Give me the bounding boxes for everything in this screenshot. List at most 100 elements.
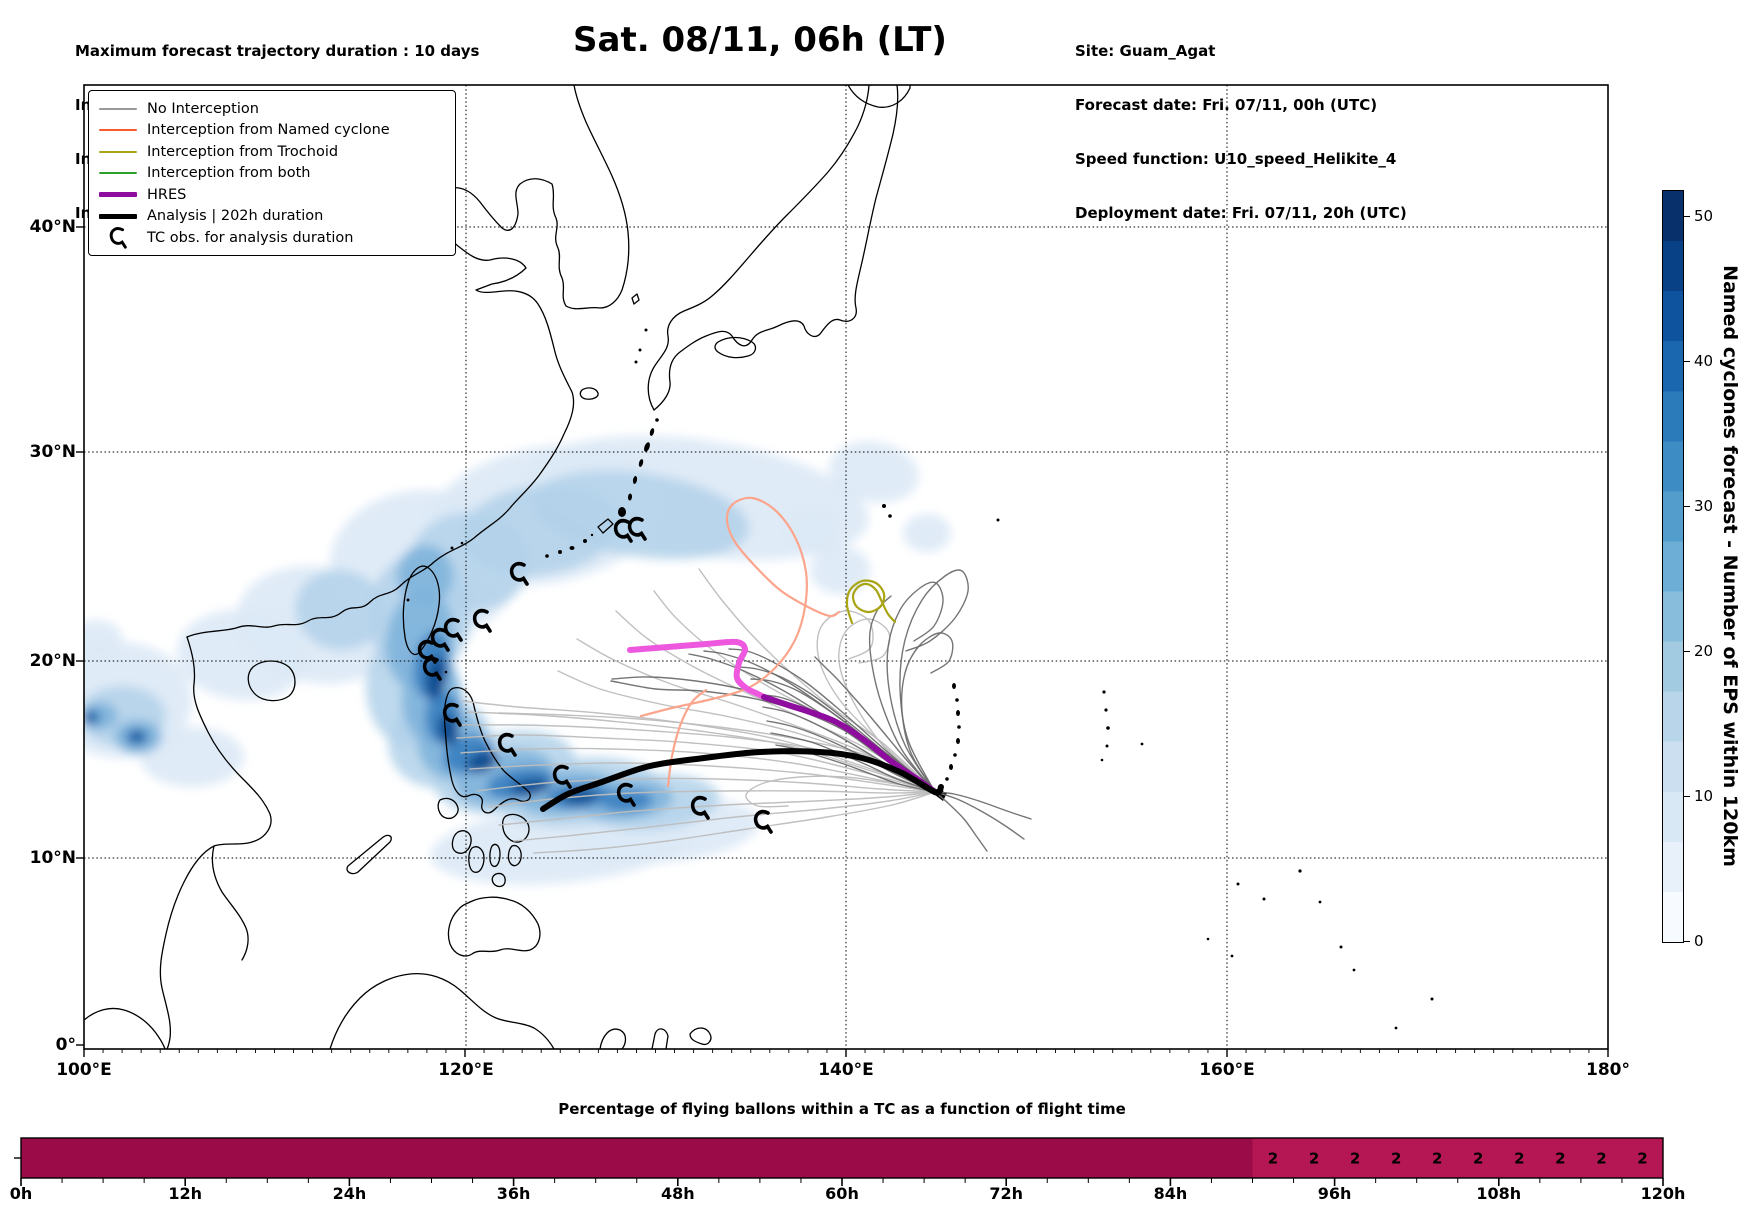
eps-track-no-interception bbox=[576, 638, 936, 793]
coastline-sumatra bbox=[84, 1007, 166, 1049]
eps-track-no-interception-dark bbox=[899, 569, 969, 793]
coastline-shikoku bbox=[714, 336, 757, 359]
analysis-track bbox=[540, 748, 944, 812]
eps-track-no-interception bbox=[615, 610, 936, 793]
named-cyclone-track-2 bbox=[666, 688, 708, 788]
islet bbox=[949, 764, 953, 770]
colorbar-tick-label: 10 bbox=[1694, 787, 1714, 805]
eps-track-no-interception-dark bbox=[934, 791, 988, 852]
coastline-palawan bbox=[346, 834, 392, 875]
coastline-gulf-of-thailand bbox=[211, 845, 249, 961]
islet bbox=[1430, 997, 1434, 1001]
density-blob bbox=[787, 508, 837, 552]
islet bbox=[956, 738, 960, 744]
islet bbox=[649, 428, 655, 436]
legend-item-label: TC obs. for analysis duration bbox=[147, 229, 354, 246]
legend-item-label: Interception from both bbox=[147, 165, 311, 182]
eps-track-no-interception bbox=[488, 790, 936, 808]
trochoid-track bbox=[845, 579, 897, 625]
legend-item-label: Interception from Trochoid bbox=[147, 143, 339, 160]
legend-item-label: HRES bbox=[147, 186, 187, 203]
legend-line bbox=[99, 192, 137, 198]
islet bbox=[1104, 708, 1108, 712]
strip-chart-title: Percentage of flying ballons within a TC… bbox=[558, 1100, 1126, 1118]
legend-line-swatch bbox=[99, 150, 137, 153]
lon-tick-label: 160°E bbox=[1199, 1060, 1255, 1080]
islet bbox=[569, 546, 575, 550]
islet bbox=[644, 442, 650, 452]
legend-line-swatch bbox=[99, 192, 137, 198]
strip-value-label: 2 bbox=[1268, 1150, 1278, 1168]
density-blob bbox=[84, 620, 122, 656]
colorbar-axis-label: Named cyclones forecast - Number of EPS … bbox=[1719, 264, 1741, 867]
islet bbox=[655, 418, 659, 422]
islet bbox=[1140, 742, 1144, 746]
strip-value-label: 2 bbox=[1350, 1150, 1360, 1168]
density-blob bbox=[810, 546, 870, 594]
islet bbox=[945, 777, 949, 781]
legend-item: Interception from Trochoid bbox=[99, 141, 445, 163]
max-duration-text: Maximum forecast trajectory duration : 1… bbox=[75, 42, 480, 60]
coastline-sulawesi bbox=[599, 1027, 712, 1049]
legend-line-swatch bbox=[99, 213, 137, 219]
colorbar-tick bbox=[1683, 216, 1690, 218]
colorbar-tick-label: 0 bbox=[1694, 932, 1704, 950]
eps-track-no-interception-dark bbox=[886, 581, 944, 793]
colorbar-tick-label: 20 bbox=[1694, 642, 1714, 660]
islet bbox=[1339, 945, 1343, 949]
lon-tick-label: 100°E bbox=[56, 1060, 112, 1080]
coastline-visayas bbox=[437, 797, 530, 888]
islet bbox=[558, 550, 562, 554]
lat-tick-label: 40°N bbox=[29, 217, 76, 237]
density-blob bbox=[131, 732, 143, 742]
islet bbox=[952, 683, 956, 689]
lon-tick-label: 120°E bbox=[438, 1060, 494, 1080]
eps-track-no-interception-dark bbox=[934, 791, 1025, 840]
islet bbox=[644, 328, 648, 332]
eps-track-no-interception bbox=[816, 610, 936, 793]
legend-item: HRES bbox=[99, 184, 445, 206]
density-blob bbox=[903, 514, 951, 552]
islet bbox=[632, 476, 638, 484]
islet bbox=[545, 554, 549, 558]
deployment-date-text: Deployment date: Fri. 07/11, 20h (UTC) bbox=[1075, 204, 1407, 222]
density-blob bbox=[829, 441, 919, 503]
density-blob bbox=[510, 778, 550, 796]
strip-tick-label: 96h bbox=[1317, 1184, 1352, 1203]
islet bbox=[957, 725, 961, 729]
strip-tick-label: 108h bbox=[1476, 1184, 1522, 1203]
figure-title: Sat. 08/11, 06h (LT) bbox=[573, 20, 947, 60]
site-info-block: Site: Guam_Agat Forecast date: Fri. 07/1… bbox=[1075, 6, 1407, 258]
eps-track-no-interception-dark bbox=[766, 720, 936, 793]
lon-tick-label: 140°E bbox=[818, 1060, 874, 1080]
density-blob bbox=[295, 569, 385, 651]
tc-symbol-icon bbox=[99, 226, 137, 250]
strip-tick-label: 60h bbox=[825, 1184, 859, 1203]
legend-item: No Interception bbox=[99, 98, 445, 120]
islet bbox=[1352, 968, 1356, 972]
coastline-china-korea bbox=[186, 85, 630, 638]
lat-tick-label: 20°N bbox=[29, 651, 76, 671]
islet bbox=[1106, 726, 1110, 730]
islet bbox=[1236, 882, 1240, 886]
hres-forecast-head bbox=[627, 638, 767, 700]
eps-track-no-interception bbox=[469, 762, 936, 793]
strip-value-label: 2 bbox=[1473, 1150, 1483, 1168]
forecast-date-text: Forecast date: Fri. 07/11, 00h (UTC) bbox=[1075, 96, 1378, 114]
coastline-borneo bbox=[329, 972, 555, 1049]
islet bbox=[882, 504, 886, 508]
islet bbox=[450, 546, 454, 550]
islet bbox=[583, 539, 587, 543]
legend-item: TC obs. for analysis duration bbox=[99, 226, 445, 250]
legend-item-label: No Interception bbox=[147, 100, 259, 117]
colorbar-tick-label: 40 bbox=[1694, 352, 1714, 370]
legend-item: Interception from Named cyclone bbox=[99, 120, 445, 142]
legend-item: Interception from both bbox=[99, 163, 445, 185]
coastline-mindanao bbox=[447, 896, 541, 957]
lat-tick-label: 10°N bbox=[29, 848, 76, 868]
eps-track-no-interception bbox=[498, 791, 936, 826]
coastline-tsushima-jeju bbox=[579, 293, 640, 400]
legend-line bbox=[99, 213, 137, 219]
map-gridlines bbox=[84, 85, 1608, 1049]
